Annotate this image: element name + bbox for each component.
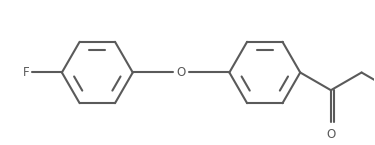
- Text: O: O: [176, 66, 186, 79]
- Text: O: O: [326, 128, 336, 141]
- Text: F: F: [23, 66, 30, 79]
